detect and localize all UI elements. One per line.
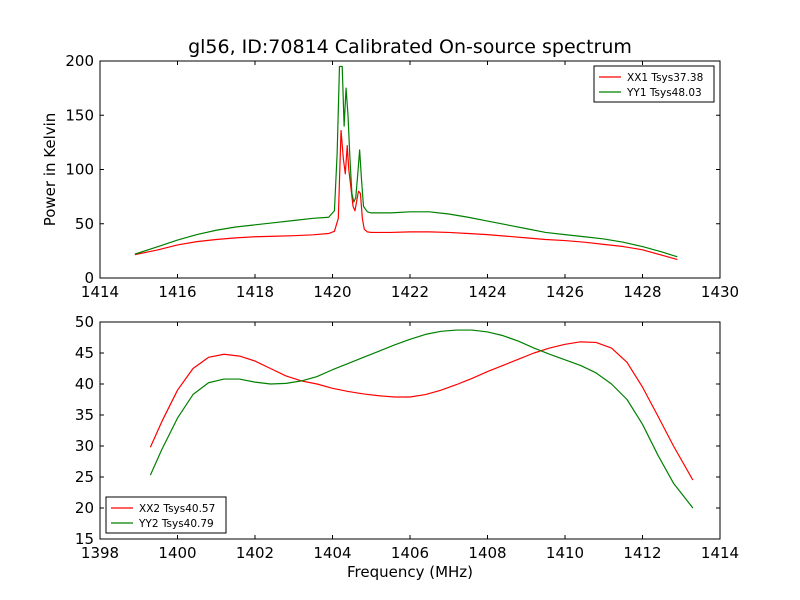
bottom-chart-legend-label-yy2: YY2 Tsys40.79 [138,518,214,530]
top-chart-x-tick-label: 1430 [701,283,739,301]
top-chart-x-tick-label: 1428 [623,283,661,301]
bottom-chart-x-tick-label: 1404 [313,544,351,562]
bottom-chart-legend: XX2 Tsys40.57 YY2 Tsys40.79 [105,496,227,534]
top-chart-ticks: 1414 1416 1418 1420 1422 1424 1426 1428 1430 0 50 1… [65,52,739,301]
bottom-chart-series-yy2 [149,329,694,509]
bottom-chart-y-tick-label: 30 [75,437,94,455]
top-chart-x-tick-label: 1420 [313,283,351,301]
bottom-chart-x-tick-label: 1398 [81,544,119,562]
top-chart-y-tick-label: 50 [75,215,94,233]
top-chart-x-tick-label: 1424 [468,283,506,301]
top-chart-y-tick-label: 200 [65,52,94,70]
bottom-chart-y-tick-label: 20 [75,499,94,517]
top-chart-x-tick-label: 1416 [158,283,196,301]
bottom-chart-y-tick-label: 40 [75,375,94,393]
bottom-chart-ticks: 1398 1400 1402 1404 1406 1408 1410 1412 1414 15 20… [75,313,739,562]
top-chart-x-tick-label: 1414 [81,283,119,301]
bottom-chart-x-axis-label: Frequency (MHz) [347,563,473,581]
bottom-chart-x-tick-label: 1402 [236,544,274,562]
top-chart-x-tick-label: 1426 [546,283,584,301]
top-chart-legend: XX1 Tsys37.38 YY1 Tsys48.03 [593,65,715,103]
bottom-chart-series [149,329,694,509]
bottom-chart-x-tick-label: 1408 [468,544,506,562]
bottom-chart-y-tick-label: 35 [75,406,94,424]
bottom-chart-x-tick-label: 1410 [546,544,584,562]
top-chart-y-tick-label: 0 [84,269,94,287]
bottom-chart-y-tick-label: 45 [75,344,94,362]
bottom-chart-series-xx2 [149,341,694,481]
bottom-chart-y-tick-label: 50 [75,313,94,331]
bottom-chart-x-tick-label: 1414 [701,544,739,562]
top-chart-x-tick-label: 1418 [236,283,274,301]
bottom-chart: 1398 1400 1402 1404 1406 1408 1410 1412 1414 15 20… [75,313,739,581]
bottom-chart-legend-label-xx2: XX2 Tsys40.57 [139,503,215,515]
top-chart-y-tick-label: 150 [65,106,94,124]
top-chart-series [134,65,678,261]
top-chart-y-tick-label: 100 [65,161,94,179]
bottom-chart-y-tick-label: 25 [75,468,94,486]
top-chart-y-axis-label: Power in Kelvin [41,113,59,227]
bottom-chart-legend-box [105,496,227,534]
top-chart: 1414 1416 1418 1420 1422 1424 1426 1428 1430 0 50 1… [41,52,739,301]
figure-title: gl56, ID:70814 Calibrated On-source spec… [188,36,632,58]
top-chart-x-tick-label: 1422 [391,283,429,301]
bottom-chart-x-tick-label: 1412 [623,544,661,562]
top-chart-series-xx1 [134,129,678,261]
bottom-chart-x-tick-label: 1406 [391,544,429,562]
top-chart-series-yy1 [134,65,678,258]
bottom-chart-x-tick-label: 1400 [158,544,196,562]
top-chart-legend-label-xx1: XX1 Tsys37.38 [627,72,703,84]
bottom-chart-y-tick-label: 15 [75,530,94,548]
top-chart-legend-box [593,65,715,103]
top-chart-legend-label-yy1: YY1 Tsys48.03 [626,87,702,99]
